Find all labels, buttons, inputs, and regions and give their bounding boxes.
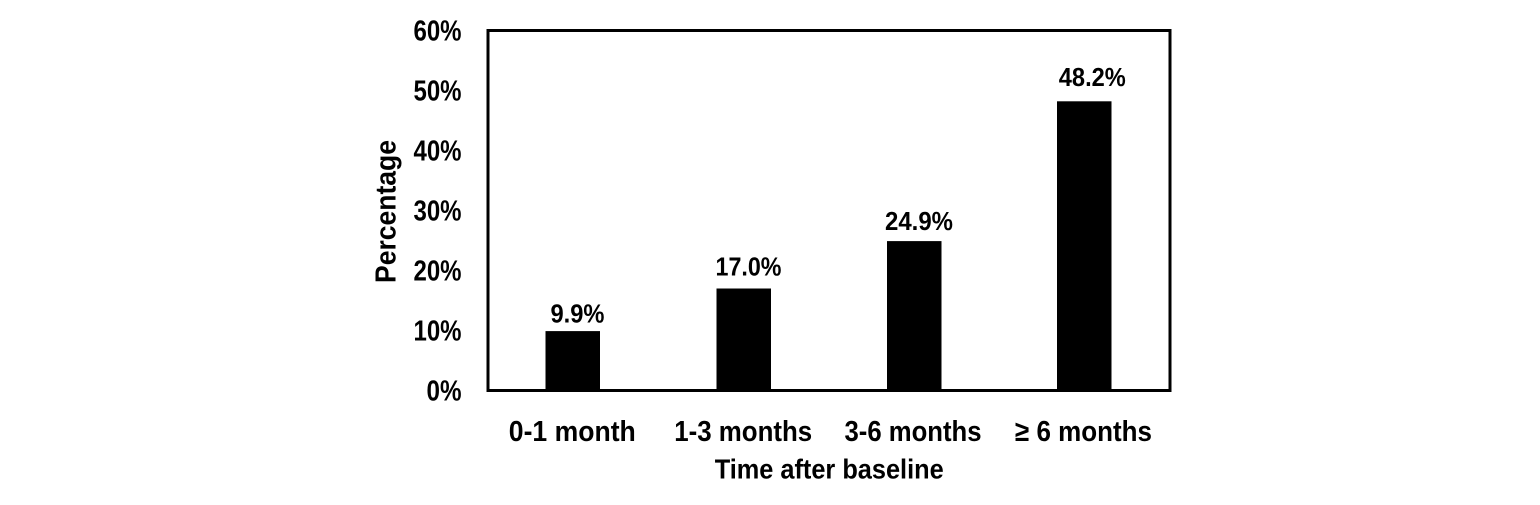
svg-text:20%: 20% bbox=[414, 256, 462, 288]
svg-text:50%: 50% bbox=[414, 76, 462, 108]
svg-text:30%: 30% bbox=[414, 196, 462, 228]
svg-text:60%: 60% bbox=[414, 16, 462, 48]
svg-text:40%: 40% bbox=[414, 136, 462, 168]
svg-text:17.0%: 17.0% bbox=[716, 252, 782, 282]
svg-text:0-1 month: 0-1 month bbox=[509, 416, 636, 448]
svg-text:3-6 months: 3-6 months bbox=[845, 416, 982, 448]
svg-text:48.2%: 48.2% bbox=[1059, 62, 1126, 92]
svg-text:24.9%: 24.9% bbox=[885, 206, 953, 236]
svg-text:≥ 6 months: ≥ 6 months bbox=[1015, 416, 1152, 448]
svg-text:10%: 10% bbox=[414, 316, 462, 348]
svg-text:0%: 0% bbox=[427, 376, 462, 408]
svg-text:Percentage: Percentage bbox=[371, 140, 403, 283]
svg-text:9.9%: 9.9% bbox=[551, 299, 605, 329]
svg-text:Time after baseline: Time after baseline bbox=[715, 454, 944, 485]
svg-text:1-3 months: 1-3 months bbox=[674, 416, 812, 448]
